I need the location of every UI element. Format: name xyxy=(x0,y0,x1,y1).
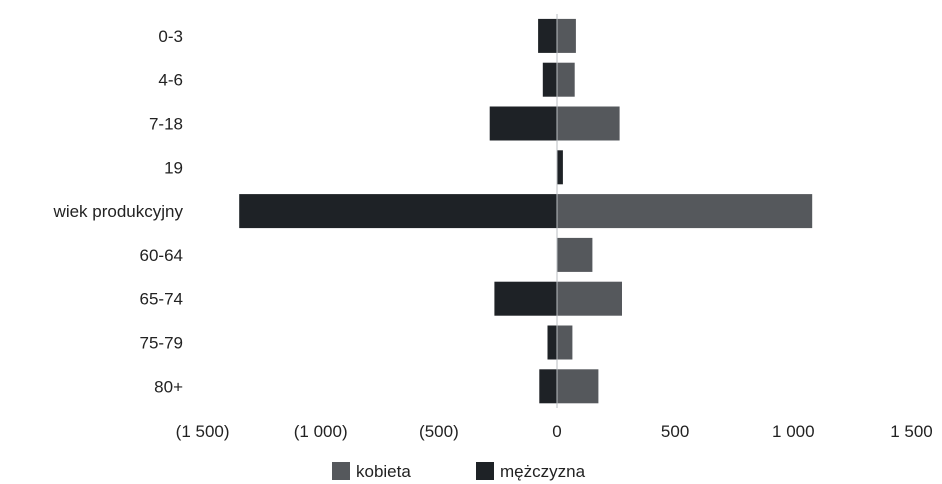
x-tick-labels: (1 500) (1 000) (500) 0 500 1 000 1 500 xyxy=(176,422,933,441)
bar-kobieta-4 xyxy=(557,194,813,229)
x-tick-label: 500 xyxy=(661,422,689,441)
bar-mezczyzna-4 xyxy=(239,194,557,229)
category-label: 75-79 xyxy=(140,334,183,353)
x-tick-label: (500) xyxy=(419,422,459,441)
bar-kobieta-1 xyxy=(557,62,575,97)
category-label: 60-64 xyxy=(140,246,183,265)
bars-layer xyxy=(239,18,813,404)
x-tick-label: (1 500) xyxy=(176,422,230,441)
category-label: 19 xyxy=(164,158,183,177)
x-tick-label: 1 500 xyxy=(890,422,933,441)
bar-kobieta-8 xyxy=(557,369,599,404)
bar-mezczyzna-2 xyxy=(489,106,557,141)
bar-kobieta-6 xyxy=(557,281,622,316)
x-tick-label: 0 xyxy=(552,422,561,441)
category-label: wiek produkcyjny xyxy=(53,202,184,221)
legend: kobieta mężczyzna xyxy=(332,462,586,481)
bar-mezczyzna-8 xyxy=(539,369,557,404)
x-tick-label: (1 000) xyxy=(294,422,348,441)
legend-swatch-kobieta xyxy=(332,462,350,480)
bar-mezczyzna-7 xyxy=(547,325,557,360)
bar-kobieta-0 xyxy=(557,18,576,53)
category-label: 80+ xyxy=(154,377,183,396)
bar-kobieta-5 xyxy=(557,237,593,272)
bar-kobieta-2 xyxy=(557,106,620,141)
category-label: 65-74 xyxy=(140,290,183,309)
legend-label-mezczyzna: mężczyzna xyxy=(500,462,586,481)
category-label: 7-18 xyxy=(149,115,183,134)
category-label: 4-6 xyxy=(158,71,183,90)
category-labels: 0-3 4-6 7-18 19 wiek produkcyjny 60-64 65-74 75… xyxy=(53,27,184,396)
bar-mezczyzna-6 xyxy=(494,281,557,316)
category-label: 0-3 xyxy=(158,27,183,46)
bar-mezczyzna-1 xyxy=(542,62,557,97)
legend-swatch-mezczyzna xyxy=(476,462,494,480)
bar-mezczyzna-3 xyxy=(557,150,563,185)
bar-mezczyzna-0 xyxy=(538,18,557,53)
bar-kobieta-7 xyxy=(557,325,573,360)
legend-label-kobieta: kobieta xyxy=(356,462,411,481)
x-tick-label: 1 000 xyxy=(772,422,815,441)
